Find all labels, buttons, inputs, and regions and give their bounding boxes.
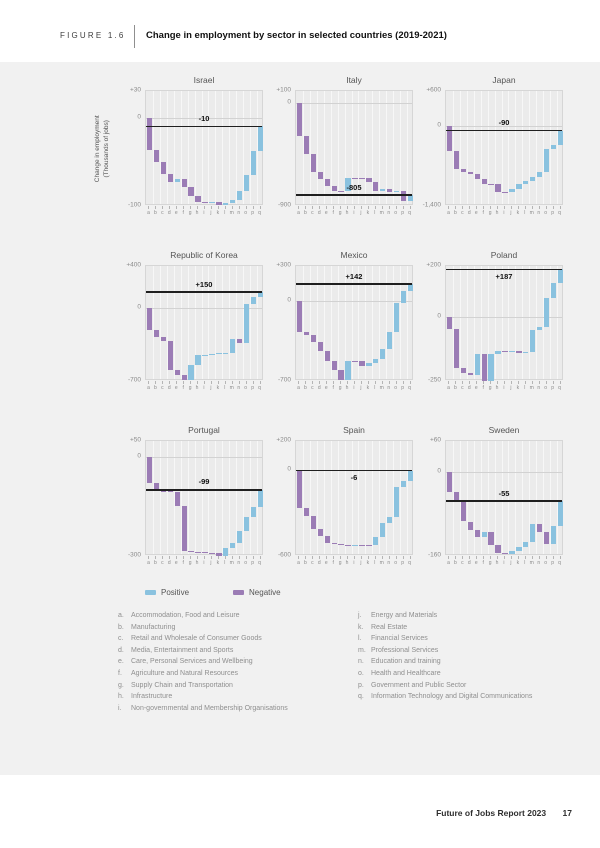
sector-letter: n. bbox=[358, 658, 364, 666]
sector-key-item: f. Agriculture and Natural Resources bbox=[118, 670, 353, 677]
legend: Positive Negative bbox=[145, 587, 281, 597]
sector-key-item: q. Information Technology and Digital Com… bbox=[358, 693, 593, 700]
page-number: 17 bbox=[562, 808, 572, 818]
sector-label: Infrastructure bbox=[131, 693, 173, 701]
sector-letter: m. bbox=[358, 646, 366, 654]
sector-letter: c. bbox=[118, 635, 124, 643]
positive-swatch bbox=[145, 589, 156, 595]
sector-key-item: h. Infrastructure bbox=[118, 693, 353, 700]
sector-label: Information Technology and Digital Commu… bbox=[371, 693, 533, 701]
sector-label: Manufacturing bbox=[131, 623, 176, 631]
figure-title: Change in employment by sector in select… bbox=[146, 30, 447, 41]
positive-label: Positive bbox=[161, 587, 190, 597]
sector-label: Supply Chain and Transportation bbox=[131, 681, 233, 689]
sector-key-item: d. Media, Entertainment and Sports bbox=[118, 647, 353, 654]
sector-key-item: i. Non-governmental and Membership Organi… bbox=[118, 705, 353, 712]
sector-key-item: l. Financial Services bbox=[358, 635, 593, 642]
sector-label: Professional Services bbox=[371, 646, 439, 654]
sector-letter: e. bbox=[118, 658, 124, 666]
page-footer: Future of Jobs Report 2023 17 bbox=[436, 808, 572, 818]
sector-key-left: a. Accommodation, Food and Leisure b. Manuf… bbox=[118, 612, 353, 716]
sector-label: Non-governmental and Membership Organisa… bbox=[131, 704, 288, 712]
sector-letter: i. bbox=[118, 704, 122, 712]
sector-label: Health and Healthcare bbox=[371, 669, 441, 677]
sector-letter: k. bbox=[358, 623, 364, 631]
sector-letter: b. bbox=[118, 623, 124, 631]
sector-letter: l. bbox=[358, 635, 362, 643]
sector-letter: q. bbox=[358, 693, 364, 701]
sector-label: Care, Personal Services and Wellbeing bbox=[131, 658, 253, 666]
sector-letter: o. bbox=[358, 669, 364, 677]
sector-label: Government and Public Sector bbox=[371, 681, 467, 689]
sector-letter: d. bbox=[118, 646, 124, 654]
figure-label: FIGURE 1.6 bbox=[60, 31, 126, 40]
negative-label: Negative bbox=[249, 587, 281, 597]
sector-label: Retail and Wholesale of Consumer Goods bbox=[131, 635, 262, 643]
sector-label: Agriculture and Natural Resources bbox=[131, 669, 238, 677]
sector-key-item: j. Energy and Materials bbox=[358, 612, 593, 619]
sector-key-right: j. Energy and Materials k. Real Estate l. Fin… bbox=[358, 612, 593, 705]
sector-label: Media, Entertainment and Sports bbox=[131, 646, 234, 654]
sector-letter: h. bbox=[118, 693, 124, 701]
sector-key-item: k. Real Estate bbox=[358, 624, 593, 631]
sector-label: Accommodation, Food and Leisure bbox=[131, 612, 240, 619]
report-name: Future of Jobs Report 2023 bbox=[436, 808, 547, 818]
sector-label: Education and training bbox=[371, 658, 441, 666]
negative-swatch bbox=[233, 589, 245, 595]
sector-key-item: g. Supply Chain and Transportation bbox=[118, 682, 353, 689]
sector-key-item: a. Accommodation, Food and Leisure bbox=[118, 612, 353, 619]
sector-key-item: m. Professional Services bbox=[358, 647, 593, 654]
sector-key-item: b. Manufacturing bbox=[118, 624, 353, 631]
sector-letter: p. bbox=[358, 681, 364, 689]
sector-letter: f. bbox=[118, 669, 122, 677]
sector-letter: a. bbox=[118, 612, 124, 619]
sector-key-item: c. Retail and Wholesale of Consumer Goods bbox=[118, 635, 353, 642]
sector-label: Real Estate bbox=[371, 623, 408, 631]
sector-label: Financial Services bbox=[371, 635, 428, 643]
sector-label: Energy and Materials bbox=[371, 612, 438, 619]
y-axis-title: Change in employment (Thousands of jobs) bbox=[94, 115, 110, 183]
sector-letter: j. bbox=[358, 612, 362, 619]
sector-key-item: n. Education and training bbox=[358, 658, 593, 665]
sector-key-item: e. Care, Personal Services and Wellbeing bbox=[118, 658, 353, 665]
header-divider bbox=[134, 25, 135, 48]
sector-key-item: o. Health and Healthcare bbox=[358, 670, 593, 677]
sector-key-item: p. Government and Public Sector bbox=[358, 682, 593, 689]
sector-letter: g. bbox=[118, 681, 124, 689]
